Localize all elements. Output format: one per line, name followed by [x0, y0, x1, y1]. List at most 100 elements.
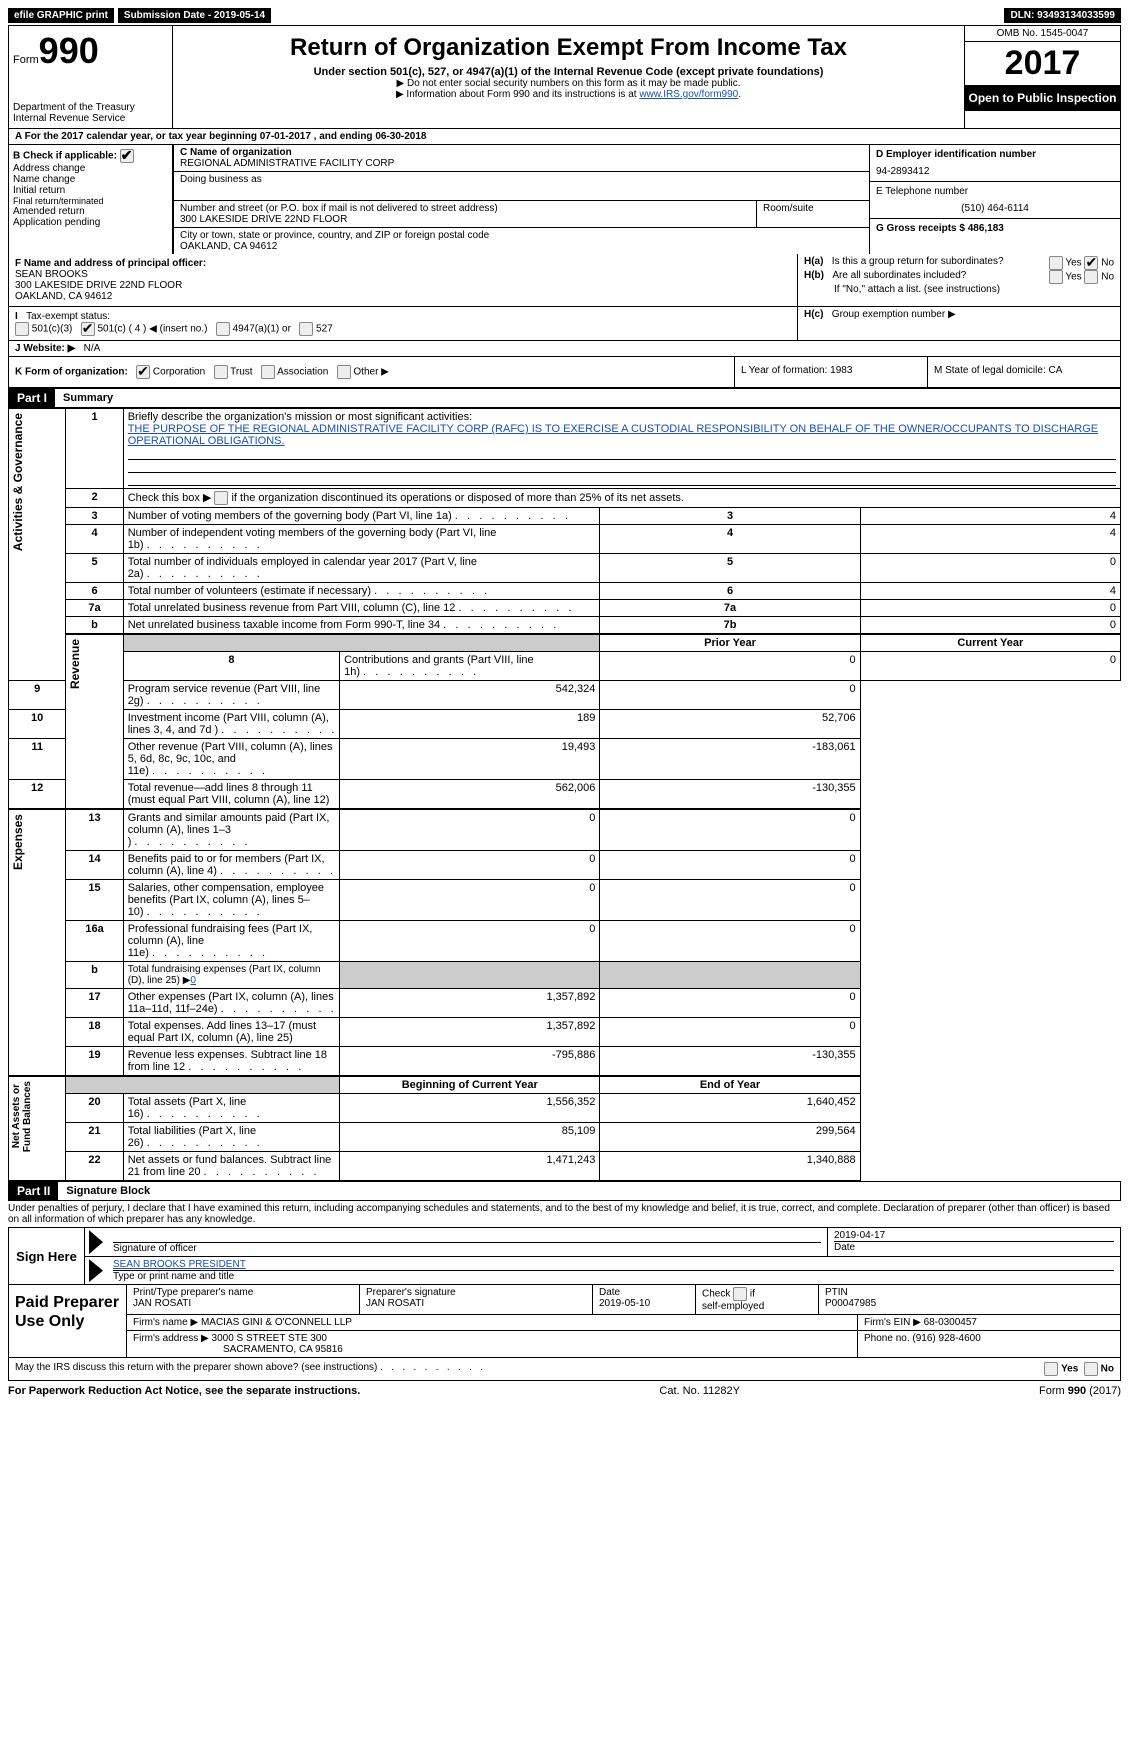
hb-no[interactable] [1084, 270, 1098, 284]
addr-label: Number and street (or P.O. box if mail i… [180, 203, 750, 214]
arrow-icon [89, 1259, 103, 1282]
exp-row-16a: 16aProfessional fundraising fees (Part I… [9, 921, 1121, 962]
tax-year: 2017 [965, 42, 1120, 85]
exp-row-19: 19Revenue less expenses. Subtract line 1… [9, 1047, 1121, 1077]
exp-row-14: 14Benefits paid to or for members (Part … [9, 851, 1121, 880]
hb-yes[interactable] [1049, 270, 1063, 284]
hb-note: If "No," attach a list. (see instruction… [804, 284, 1114, 295]
efile-tag: efile GRAPHIC print [8, 8, 114, 23]
net-row-21: 21Total liabilities (Part X, line 26)85,… [9, 1123, 1121, 1152]
discuss-row: May the IRS discuss this return with the… [8, 1358, 1121, 1381]
footer-center: Cat. No. 11282Y [659, 1385, 740, 1397]
telephone: (510) 464-6114 [876, 197, 1114, 214]
part1-header: Part I Summary [8, 388, 1121, 408]
q2-checkbox[interactable] [214, 491, 228, 505]
firm-city: SACRAMENTO, CA 95816 [133, 1344, 343, 1355]
city-label: City or town, state or province, country… [180, 230, 863, 241]
vlabel-net: Net Assets or Fund Balances [9, 1077, 35, 1156]
q1-label: Briefly describe the organization's miss… [128, 411, 472, 423]
opt-address-change: Address change [13, 163, 168, 174]
i-527[interactable] [299, 322, 313, 336]
prep-date-label: Date [599, 1287, 689, 1298]
irs-link[interactable]: www.IRS.gov/form990 [639, 89, 738, 100]
exp-row-18: 18Total expenses. Add lines 13–17 (must … [9, 1018, 1121, 1047]
opt-initial-return: Initial return [13, 185, 168, 196]
opt-pending: Application pending [13, 217, 168, 228]
gov-row-3: 3Number of voting members of the governi… [9, 508, 1121, 525]
ha-no[interactable] [1084, 256, 1098, 270]
self-employed-checkbox[interactable] [733, 1287, 747, 1301]
i-501c3[interactable] [15, 322, 29, 336]
footer: For Paperwork Reduction Act Notice, see … [8, 1381, 1121, 1397]
c-label: C Name of organization [180, 147, 863, 158]
col-prior: Prior Year [600, 634, 860, 652]
omb-number: OMB No. 1545-0047 [965, 26, 1120, 42]
ptin-label: PTIN [825, 1287, 1114, 1298]
ha-yes[interactable] [1049, 256, 1063, 270]
exp-row-16b: bTotal fundraising expenses (Part IX, co… [9, 962, 1121, 989]
k-label: K Form of organization: [15, 367, 128, 378]
prep-sig: JAN ROSATI [366, 1298, 586, 1309]
i-label: Tax-exempt status: [26, 311, 110, 322]
sig-date-label: Date [834, 1241, 1114, 1253]
phone: (916) 928-4600 [912, 1333, 980, 1344]
k-assoc[interactable] [261, 365, 275, 379]
part2-header: Part II Signature Block [8, 1181, 1121, 1201]
l-formation: L Year of formation: 1983 [734, 357, 927, 387]
discuss-no[interactable] [1084, 1362, 1098, 1376]
entity-info: A For the 2017 calendar year, or tax yea… [8, 129, 1121, 388]
d-label: D Employer identification number [876, 149, 1114, 160]
firm-ein-label: Firm's EIN ▶ [864, 1317, 921, 1328]
form-subtitle: Under section 501(c), 527, or 4947(a)(1)… [183, 66, 954, 78]
top-bar: efile GRAPHIC print Submission Date - 20… [8, 8, 1121, 23]
q2: Check this box ▶ if the organization dis… [123, 489, 1120, 508]
firm-name-label: Firm's name ▶ [133, 1317, 198, 1328]
col-end: End of Year [600, 1076, 860, 1094]
firm-addr-label: Firm's address ▶ [133, 1333, 209, 1344]
j-label: J Website: ▶ [15, 343, 75, 354]
g-label: G Gross receipts $ 486,183 [876, 223, 1114, 234]
ein: 94-2893412 [876, 160, 1114, 177]
part1-table: Activities & Governance 1 Briefly descri… [8, 408, 1121, 1181]
footer-left: For Paperwork Reduction Act Notice, see … [8, 1385, 360, 1397]
opt-final-return: Final return/terminated [13, 196, 168, 206]
phone-label: Phone no. [864, 1333, 910, 1344]
k-corp[interactable] [136, 365, 150, 379]
q1-answer[interactable]: THE PURPOSE OF THE REGIONAL ADMINISTRATI… [128, 423, 1098, 447]
discuss-yes[interactable] [1044, 1362, 1058, 1376]
paid-preparer-label: Paid Preparer Use Only [9, 1285, 127, 1357]
hb-label: Are all subordinates included? [832, 270, 966, 281]
sign-here-block: Sign Here Signature of officer 2019-04-1… [8, 1227, 1121, 1285]
k-other[interactable] [337, 365, 351, 379]
col-begin: Beginning of Current Year [340, 1076, 600, 1094]
sig-name-label: Type or print name and title [113, 1270, 1114, 1282]
org-address: 300 LAKESIDE DRIVE 22ND FLOOR [180, 214, 750, 225]
officer-print-name[interactable]: SEAN BROOKS PRESIDENT [113, 1259, 246, 1270]
room-label: Room/suite [763, 203, 863, 214]
rev-row-12: 12Total revenue—add lines 8 through 11 (… [9, 780, 1121, 810]
opt-name-change: Name change [13, 174, 168, 185]
vlabel-expenses: Expenses [9, 810, 27, 874]
i-501c[interactable] [81, 322, 95, 336]
hc-label: Group exemption number ▶ [832, 309, 956, 320]
officer-addr2: OAKLAND, CA 94612 [15, 291, 112, 302]
firm-addr: 3000 S STREET STE 300 [212, 1333, 327, 1344]
f-label: F Name and address of principal officer: [15, 258, 206, 269]
prep-name-label: Print/Type preparer's name [133, 1287, 353, 1298]
vlabel-governance: Activities & Governance [9, 409, 27, 555]
opt-amended: Amended return [13, 206, 168, 217]
dln: DLN: 93493134033599 [1004, 8, 1121, 23]
submission-date: Submission Date - 2019-05-14 [118, 8, 271, 23]
arrow-icon [89, 1230, 103, 1254]
row-a: A For the 2017 calendar year, or tax yea… [9, 129, 1120, 145]
checkbox-applicable[interactable] [120, 149, 134, 163]
prep-date: 2019-05-10 [599, 1298, 689, 1309]
fundraising-link[interactable]: 0 [190, 975, 196, 986]
i-4947[interactable] [216, 322, 230, 336]
officer-addr1: 300 LAKESIDE DRIVE 22ND FLOOR [15, 280, 182, 291]
k-trust[interactable] [214, 365, 228, 379]
prep-name: JAN ROSATI [133, 1298, 353, 1309]
firm-ein: 68-0300457 [924, 1317, 977, 1328]
open-public: Open to Public Inspection [965, 85, 1120, 111]
exp-row-17: 17Other expenses (Part IX, column (A), l… [9, 989, 1121, 1018]
